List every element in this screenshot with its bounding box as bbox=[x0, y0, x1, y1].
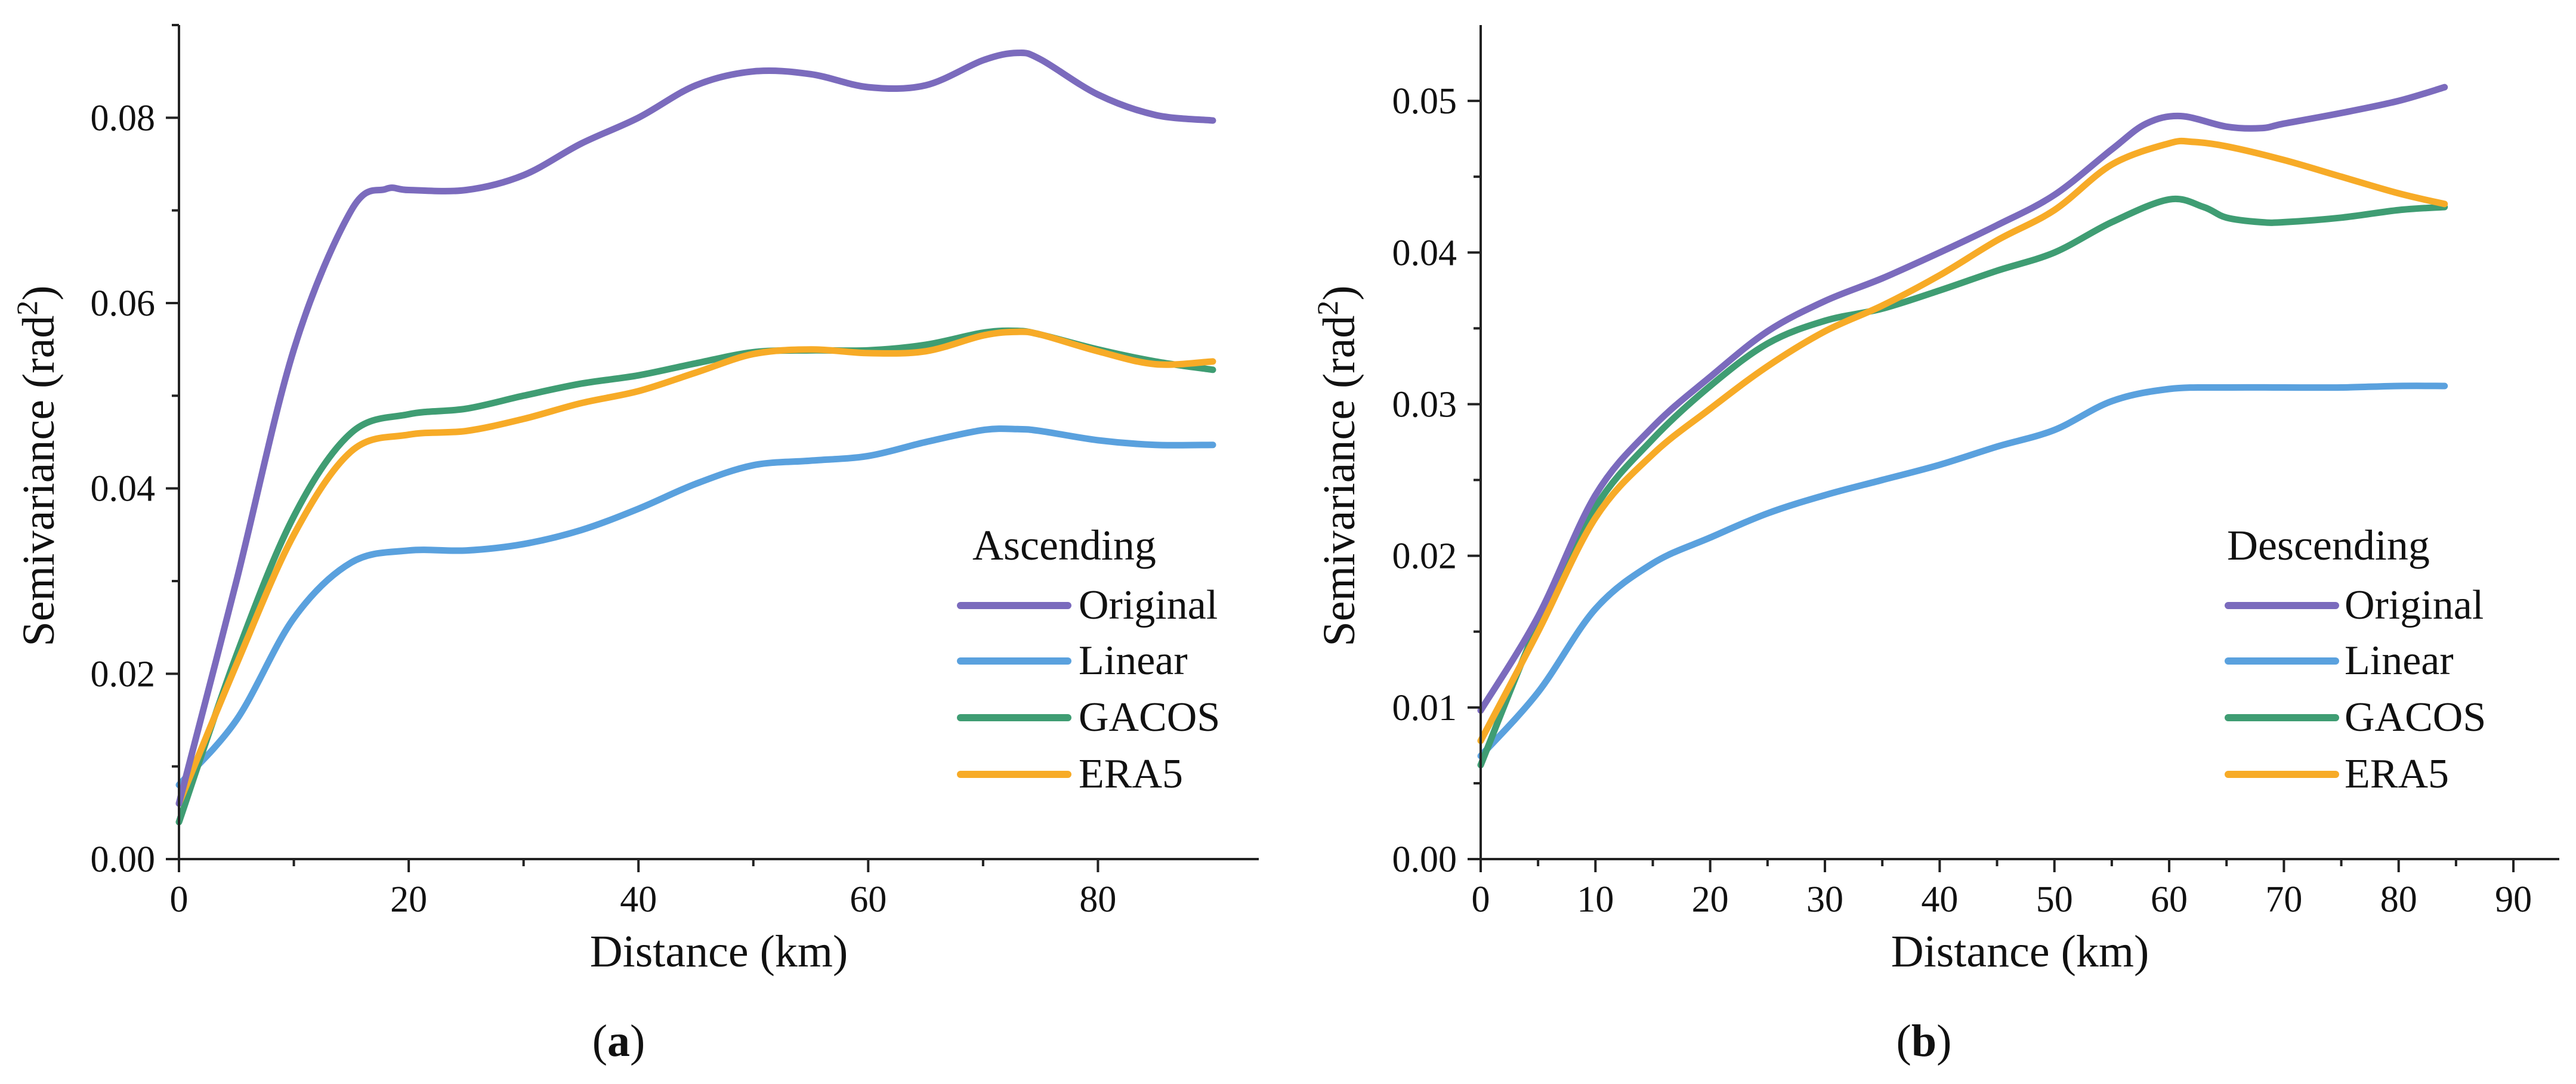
legend: Ascending Original Linear GACOS ERA5 bbox=[957, 521, 1220, 797]
x-tick-label: 80 bbox=[2380, 879, 2417, 920]
x-tick-label: 60 bbox=[2151, 879, 2188, 920]
panel-label: (b) bbox=[1897, 1016, 1952, 1066]
y-tick-label: 0.04 bbox=[91, 469, 156, 509]
y-tick-label: 0.00 bbox=[1392, 839, 1457, 880]
panel-label-letter: b bbox=[1911, 1016, 1936, 1066]
chart-panel-descending: 0 10 20 30 40 50 60 70 80 90 0.00 0.01 0.02 0.03 0.04 0… bbox=[1311, 25, 2559, 1066]
panel-label-letter: a bbox=[607, 1016, 630, 1066]
series-line-linear bbox=[175, 425, 1216, 789]
y-tick-label: 0.02 bbox=[1392, 536, 1457, 577]
legend-label-gacos: GACOS bbox=[1079, 694, 1220, 740]
ticks-layer: 0 20 40 60 80 0.00 0.02 0.04 0.06 0.08 bbox=[91, 24, 1116, 920]
series-line-original bbox=[175, 50, 1216, 807]
y-tick-label: 0.03 bbox=[1392, 384, 1457, 425]
x-tick-label: 20 bbox=[390, 879, 427, 920]
legend-label-gacos: GACOS bbox=[2345, 694, 2486, 740]
legend-label-linear: Linear bbox=[2345, 638, 2454, 684]
legend-label-era5: ERA5 bbox=[1079, 751, 1183, 797]
x-tick-label: 60 bbox=[850, 879, 887, 920]
x-tick-label: 20 bbox=[1692, 879, 1729, 920]
series-layer bbox=[175, 50, 1216, 826]
series-line-linear bbox=[1477, 382, 2448, 759]
x-tick-label: 0 bbox=[170, 879, 189, 920]
x-tick-label: 0 bbox=[1472, 879, 1490, 920]
y-axis-title-main: Semivariance (rad bbox=[1314, 316, 1364, 647]
legend-label-linear: Linear bbox=[1079, 638, 1188, 684]
y-tick-label: 0.04 bbox=[1392, 233, 1457, 273]
y-tick-label: 0.06 bbox=[91, 283, 156, 324]
y-axis-title: Semivariance (rad2) bbox=[10, 285, 64, 646]
panel-label: (a) bbox=[592, 1016, 645, 1066]
y-tick-label: 0.08 bbox=[91, 98, 156, 138]
x-tick-label: 90 bbox=[2495, 879, 2532, 920]
legend-title: Descending bbox=[2227, 521, 2430, 569]
y-tick-label: 0.05 bbox=[1392, 81, 1457, 122]
x-tick-label: 80 bbox=[1079, 879, 1116, 920]
legend-label-original: Original bbox=[2345, 582, 2484, 628]
series-line-original bbox=[1477, 84, 2448, 714]
panel-label-open: ( bbox=[592, 1016, 607, 1066]
series-layer bbox=[1477, 84, 2448, 768]
panel-label-close: ) bbox=[1936, 1016, 1951, 1066]
ticks-layer: 0 10 20 30 40 50 60 70 80 90 0.00 0.01 0.02 0.03 0.04 0… bbox=[1392, 81, 2532, 920]
y-axis-title-close: ) bbox=[14, 285, 64, 300]
x-axis-title: Distance (km) bbox=[1891, 927, 2149, 977]
legend-title: Ascending bbox=[972, 521, 1156, 569]
y-axis-title-close: ) bbox=[1314, 285, 1364, 300]
legend: Descending Original Linear GACOS ERA5 bbox=[2225, 521, 2486, 797]
x-tick-label: 40 bbox=[1921, 879, 1958, 920]
y-tick-label: 0.00 bbox=[91, 839, 156, 880]
x-tick-label: 40 bbox=[620, 879, 657, 920]
y-axis-title-superscript: 2 bbox=[10, 301, 44, 316]
x-axis-title: Distance (km) bbox=[590, 927, 848, 977]
panel-label-close: ) bbox=[630, 1016, 645, 1066]
y-axis-title-main: Semivariance (rad bbox=[14, 316, 64, 647]
y-axis-title-superscript: 2 bbox=[1311, 301, 1344, 316]
y-tick-label: 0.02 bbox=[91, 654, 156, 694]
x-tick-label: 50 bbox=[2036, 879, 2073, 920]
y-axis-title: Semivariance (rad2) bbox=[1311, 285, 1364, 646]
x-tick-label: 10 bbox=[1577, 879, 1614, 920]
y-tick-label: 0.01 bbox=[1392, 688, 1457, 728]
x-tick-label: 70 bbox=[2265, 879, 2302, 920]
series-line-era5 bbox=[175, 328, 1216, 807]
legend-label-era5: ERA5 bbox=[2345, 751, 2449, 797]
panel-label-open: ( bbox=[1897, 1016, 1911, 1066]
legend-label-original: Original bbox=[1079, 582, 1218, 628]
series-line-era5 bbox=[1477, 137, 2448, 745]
x-tick-label: 30 bbox=[1806, 879, 1843, 920]
series-line-gacos bbox=[1477, 195, 2448, 768]
chart-panel-ascending: 0 20 40 60 80 0.00 0.02 0.04 0.06 0.08 Distance (… bbox=[10, 24, 1259, 1066]
